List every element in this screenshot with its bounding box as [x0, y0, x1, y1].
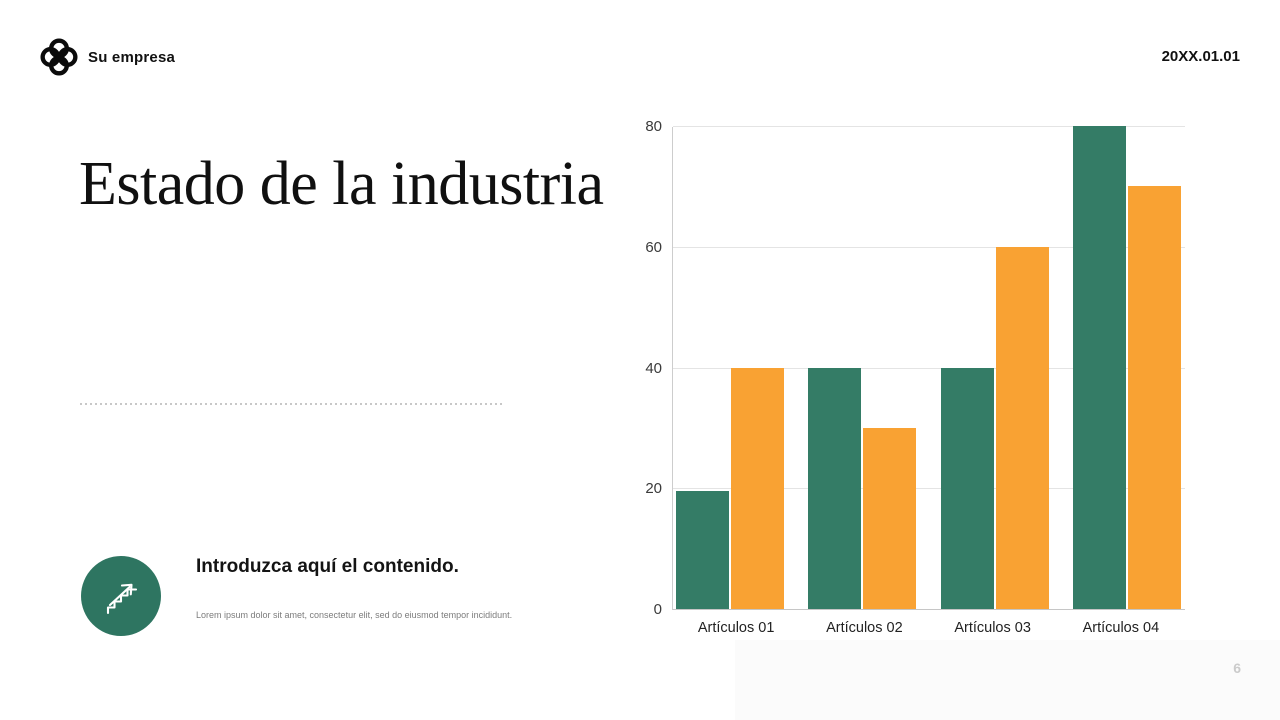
bar [676, 491, 729, 609]
company-name: Su empresa [88, 48, 176, 66]
x-tick-label: Artículos 01 [697, 620, 775, 636]
content-heading: Introduzca aquí el contenido. [196, 556, 459, 577]
gridline [673, 246, 1185, 248]
y-tick-label: 0 [653, 601, 662, 618]
bar-group [1072, 126, 1181, 609]
slide-title: Estado de la industria [79, 150, 604, 218]
x-axis-labels: Artículos 01 Artículos 02 Artículos 03 Artí… [672, 620, 1185, 636]
bar-series [673, 126, 1185, 609]
slide-date: 20XX.01.01 [1161, 48, 1240, 65]
y-tick-label: 40 [645, 359, 662, 377]
x-tick-label: Artículos 02 [826, 620, 903, 636]
bar-chart: 0 20 40 60 80 Artículos 01 Artículos 02 Artícu… [610, 118, 1190, 647]
bar-group [808, 367, 917, 609]
company-logo-icon [40, 38, 78, 76]
bar [995, 246, 1049, 609]
bar [1127, 186, 1181, 609]
bar [863, 427, 917, 609]
gridline [673, 126, 1185, 127]
growth-stairs-icon [81, 556, 161, 636]
gridline [673, 488, 1185, 490]
y-tick-label: 20 [645, 480, 662, 498]
content-body: Lorem ipsum dolor sit amet, consectetur … [196, 610, 513, 620]
bar-group [940, 246, 1049, 609]
dotted-divider [80, 403, 505, 405]
bar [731, 367, 784, 609]
bar-group [676, 367, 784, 609]
gridline [673, 367, 1185, 369]
bar [808, 367, 862, 609]
x-tick-label: Artículos 03 [954, 620, 1031, 636]
bar [1072, 126, 1126, 609]
page-number: 6 [1233, 660, 1241, 676]
footer-shade [735, 640, 1280, 720]
y-tick-label: 80 [645, 118, 662, 135]
chart-plot [672, 126, 1185, 610]
header-brand: Su empresa [40, 38, 175, 76]
bar [940, 367, 994, 609]
x-tick-label: Artículos 04 [1082, 620, 1160, 636]
y-tick-label: 60 [645, 238, 662, 256]
